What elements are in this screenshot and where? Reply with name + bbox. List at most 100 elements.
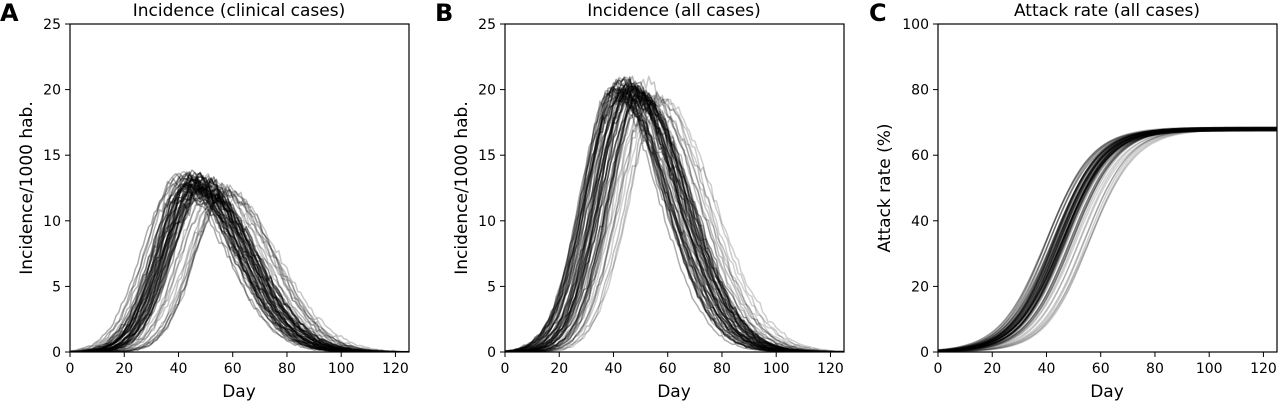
panel-b-series-line xyxy=(505,78,844,352)
panel-b-y-tick-label: 0 xyxy=(487,345,496,361)
panel-c-series-line xyxy=(938,127,1277,352)
panel-b-series-line xyxy=(505,83,844,352)
panel-c-series-line xyxy=(938,126,1277,352)
panel-a-series-line xyxy=(70,176,409,352)
panel-b-series-line xyxy=(505,98,844,352)
panel-b: B Incidence (all cases) Day Incidence/10… xyxy=(435,0,845,402)
panel-c-series-line xyxy=(938,128,1277,352)
panel-b-series-line xyxy=(505,89,844,352)
panel-c-series-line xyxy=(938,128,1277,352)
panel-a-series-line xyxy=(70,189,409,352)
panel-b-title: Incidence (all cases) xyxy=(587,1,761,21)
panel-c-series-line xyxy=(938,128,1277,352)
panel-c-series-line xyxy=(938,127,1277,352)
panel-a-title: Incidence (clinical cases) xyxy=(133,1,345,21)
panel-a-series-line xyxy=(70,187,409,352)
panel-b-x-tick-label: 100 xyxy=(763,361,790,377)
panel-a-series-line xyxy=(70,177,409,352)
panel-c-series-line xyxy=(938,127,1277,352)
panel-a-series-line xyxy=(70,191,409,352)
panel-a-plot-area: 0 20 40 60 80 100 120 0 5 10 15 20 25 xyxy=(43,17,409,377)
panel-c-series-line xyxy=(938,128,1277,352)
panel-c-series-group xyxy=(938,126,1277,352)
panel-letter-a: A xyxy=(0,0,19,27)
panel-a-series-line xyxy=(70,193,409,352)
panel-a-x-tick-label: 20 xyxy=(115,361,133,377)
panel-b-series-line xyxy=(505,98,844,352)
panel-c-series-line xyxy=(938,128,1277,352)
panel-c-y-tick-label: 40 xyxy=(911,214,929,230)
panel-b-x-tick-label: 20 xyxy=(550,361,568,377)
panel-b-series-line xyxy=(505,89,844,352)
panel-c-series-line xyxy=(938,128,1277,352)
panel-c-x-tick-label: 60 xyxy=(1092,361,1110,377)
panel-a-series-line xyxy=(70,184,409,352)
panel-a-y-tick-label: 20 xyxy=(43,83,61,99)
panel-a-series-line xyxy=(70,174,409,352)
panel-c-series-line xyxy=(938,128,1277,351)
panel-b-x-tick-label: 80 xyxy=(713,361,731,377)
panel-c-series-line xyxy=(938,127,1277,352)
panel-a-y-tick-label: 15 xyxy=(43,148,61,164)
panel-b-series-line xyxy=(505,92,844,352)
panel-letter-b: B xyxy=(435,0,453,27)
panel-a: A Incidence (clinical cases) Day Inciden… xyxy=(0,0,410,402)
panel-b-y-tick-label: 15 xyxy=(478,148,496,164)
panel-a-series-line xyxy=(70,172,409,352)
panel-b-x-tick-label: 40 xyxy=(605,361,623,377)
panel-c-y-tick-label: 60 xyxy=(911,148,929,164)
panel-a-series-line xyxy=(70,171,409,352)
panel-c-series-line xyxy=(938,128,1277,352)
panel-b-series-line xyxy=(505,76,844,352)
panel-b-series-line xyxy=(505,87,844,352)
panel-b-series-line xyxy=(505,88,844,352)
panel-c-series-line xyxy=(938,128,1277,352)
panel-c-series-line xyxy=(938,127,1277,352)
panel-b-y-axis-label: Incidence/1000 hab. xyxy=(452,101,472,274)
panel-c-series-line xyxy=(938,128,1277,352)
panel-b-series-group xyxy=(505,75,844,352)
panel-b-x-axis-label: Day xyxy=(657,382,691,402)
panel-b-series-line xyxy=(505,82,844,352)
panel-c-series-line xyxy=(938,127,1277,352)
panel-c-y-tick-label: 80 xyxy=(911,83,929,99)
panel-b-series-line xyxy=(505,75,844,352)
panel-c-series-line xyxy=(938,129,1277,352)
panel-b-series-line xyxy=(505,91,844,352)
panel-b-series-line xyxy=(505,89,844,352)
panel-b-series-line xyxy=(505,89,844,352)
panel-c-x-axis-label: Day xyxy=(1090,382,1124,402)
panel-a-series-line xyxy=(70,192,409,352)
panel-a-series-line xyxy=(70,176,409,352)
panel-c-series-line xyxy=(938,129,1277,352)
panel-b-series-line xyxy=(505,86,844,352)
panel-c-y-tick-label: 0 xyxy=(920,345,929,361)
panel-a-series-line xyxy=(70,173,409,352)
panel-a-series-line xyxy=(70,169,409,352)
panel-c-series-line xyxy=(938,129,1277,352)
panel-b-series-line xyxy=(505,89,844,352)
panel-b-x-tick-label: 0 xyxy=(501,361,510,377)
panel-c-series-line xyxy=(938,129,1277,352)
panel-c-series-line xyxy=(938,126,1277,352)
panel-a-y-axis-label: Incidence/1000 hab. xyxy=(17,101,37,274)
panel-a-series-line xyxy=(70,182,409,352)
panel-c-series-line xyxy=(938,130,1277,352)
panel-b-series-line xyxy=(505,78,844,352)
panel-b-series-line xyxy=(505,93,844,352)
panel-b-series-line xyxy=(505,85,844,352)
panel-c-series-line xyxy=(938,127,1277,352)
panel-c-series-line xyxy=(938,129,1277,352)
panel-c-x-tick-label: 20 xyxy=(983,361,1001,377)
panel-b-series-line xyxy=(505,76,844,352)
panel-b-series-line xyxy=(505,76,844,352)
panel-b-y-tick-label: 20 xyxy=(478,83,496,99)
panel-a-x-tick-label: 80 xyxy=(278,361,296,377)
panel-b-series-line xyxy=(505,82,844,352)
panel-c-series-line xyxy=(938,129,1277,352)
panel-a-y-tick-label: 25 xyxy=(43,17,61,33)
panel-c-series-line xyxy=(938,127,1277,352)
panel-c-series-line xyxy=(938,128,1277,352)
panel-c-series-line xyxy=(938,129,1277,352)
